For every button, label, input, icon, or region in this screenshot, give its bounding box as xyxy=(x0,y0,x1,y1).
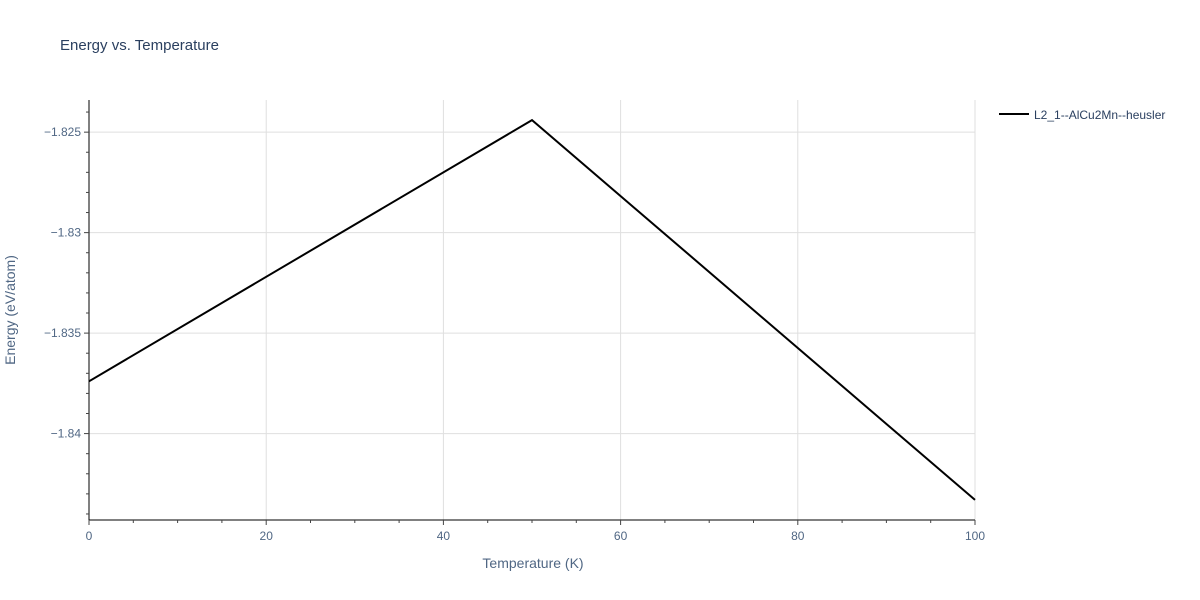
x-tick-label: 0 xyxy=(86,529,93,543)
legend-label: L2_1--AlCu2Mn--heusler xyxy=(1034,108,1165,122)
chart-title: Energy vs. Temperature xyxy=(60,37,219,54)
y-tick-label: −1.84 xyxy=(51,427,82,441)
grid xyxy=(89,100,976,520)
plot-area xyxy=(88,118,976,501)
x-tick-label: 40 xyxy=(437,529,451,543)
y-tick-label: −1.825 xyxy=(44,125,81,139)
y-tick-label: −1.835 xyxy=(44,326,81,340)
axes: 0 20 40 60 80 100 −1.825 −1.83 −1.835 −1.84 xyxy=(44,100,985,543)
x-tick-label: 60 xyxy=(614,529,628,543)
y-tick-label: −1.83 xyxy=(51,226,82,240)
x-tick-label: 80 xyxy=(791,529,805,543)
legend[interactable]: L2_1--AlCu2Mn--heusler xyxy=(999,108,1165,122)
x-tick-label: 20 xyxy=(260,529,274,543)
x-tick-label: 100 xyxy=(965,529,985,543)
x-axis-title: Temperature (K) xyxy=(482,555,583,571)
y-axis-title: Energy (eV/atom) xyxy=(2,255,18,365)
series-line xyxy=(88,118,976,501)
